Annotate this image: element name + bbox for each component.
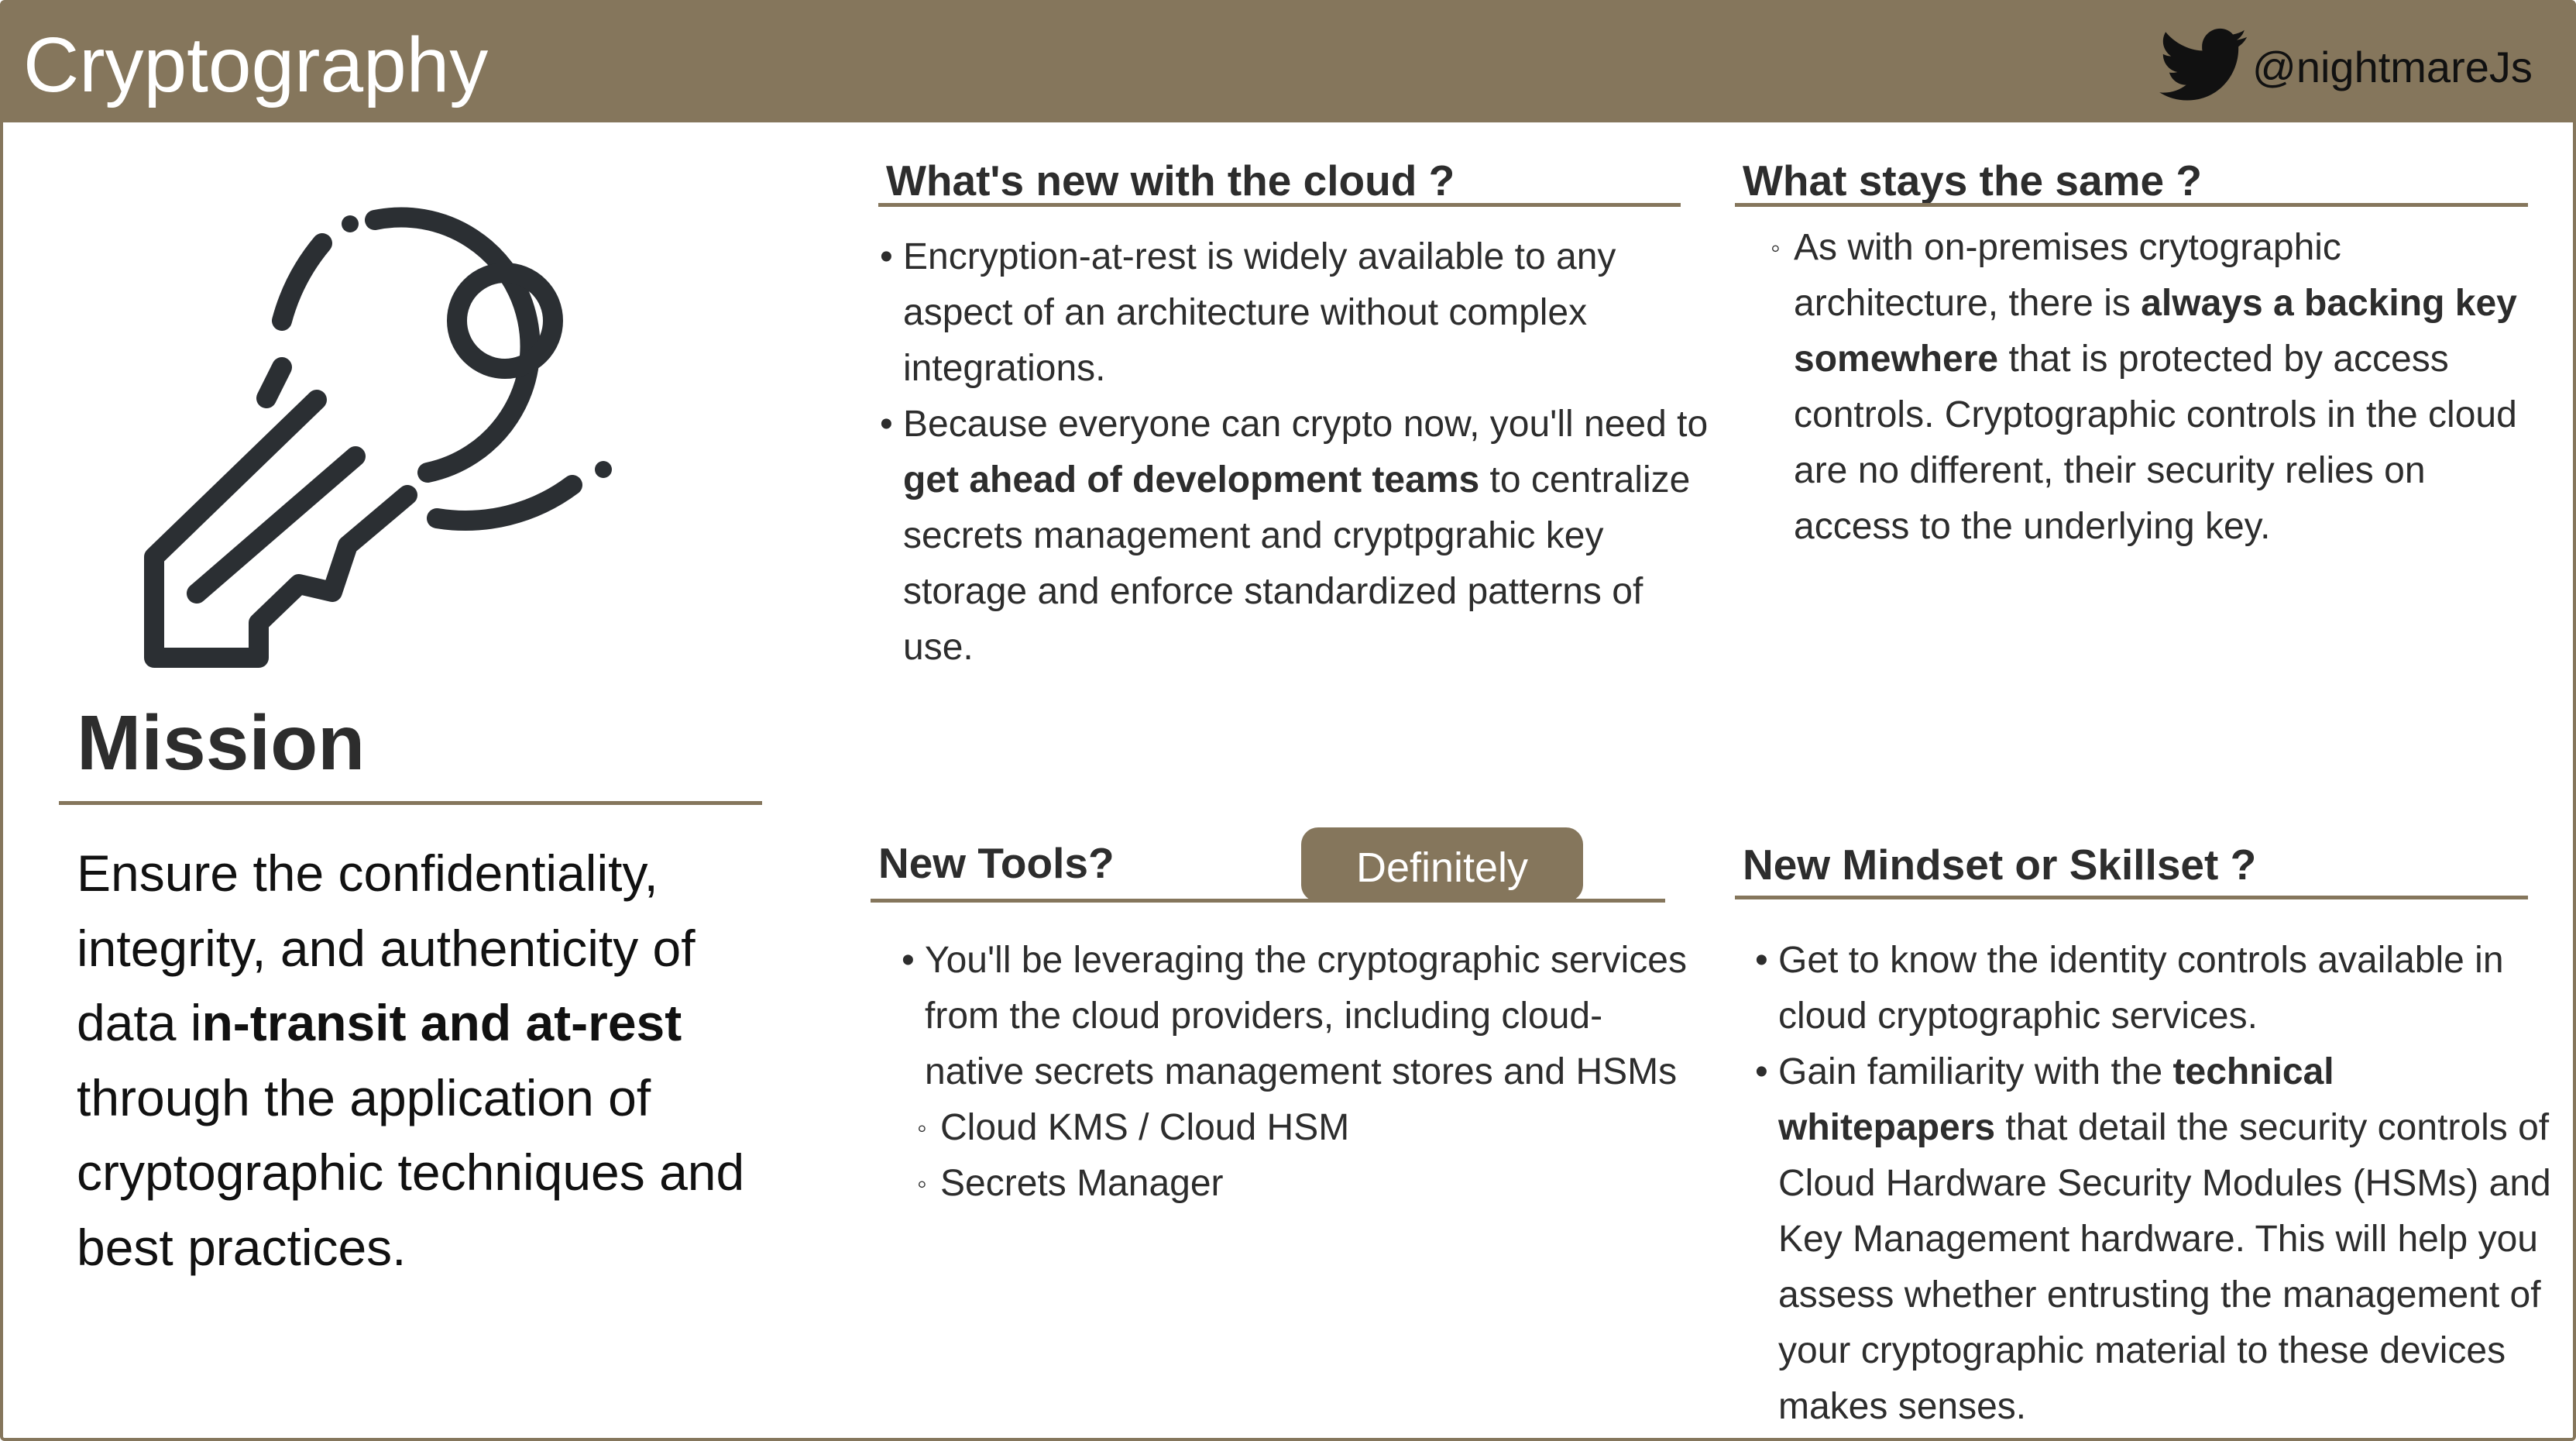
stays-same-list: As with on-premises crytographic archite…	[1771, 220, 2545, 555]
section-title-new-mindset: New Mindset or Skillset ?	[1743, 841, 2257, 889]
section-divider-stays-same	[1735, 203, 2528, 207]
mission-text-end: through the application of cryptographic…	[77, 1068, 745, 1276]
list-item-text: that is protected by access controls. Cr…	[1794, 339, 2517, 547]
list-item-bold: technical whitepapers	[1778, 1051, 2334, 1148]
list-item: You'll be leveraging the cryptographic s…	[902, 933, 1692, 1100]
mission-text-start: Ensure the confidentiality, integrity, a…	[77, 844, 696, 1051]
sub-list-item: Secrets Manager	[878, 1156, 1692, 1212]
whats-new-list: Encryption-at-rest is widely available t…	[880, 229, 1709, 676]
list-item-text: Get to know the identity controls availa…	[1778, 940, 2504, 1037]
list-item-text: Encryption-at-rest is widely available t…	[903, 236, 1616, 389]
list-item: Encryption-at-rest is widely available t…	[880, 229, 1709, 397]
mission-statement: Ensure the confidentiality, integrity, a…	[77, 836, 774, 1285]
section-title-stays-same: What stays the same ?	[1743, 156, 2202, 205]
list-item: As with on-premises crytographic archite…	[1771, 220, 2545, 555]
list-item: Get to know the identity controls availa…	[1755, 933, 2553, 1044]
mission-divider	[59, 801, 762, 805]
sub-list-item: Cloud KMS / Cloud HSM	[878, 1100, 1692, 1156]
section-title-new-tools: New Tools?	[878, 839, 1115, 887]
list-item: Gain familiarity with the technical whit…	[1755, 1044, 2553, 1435]
list-item-bold: get ahead of development teams	[903, 459, 1480, 500]
header-bar: Cryptography @nightmareJs	[3, 3, 2573, 122]
list-item-text: that detail the security controls of Clo…	[1778, 1107, 2551, 1427]
new-tools-list: You'll be leveraging the cryptographic s…	[902, 933, 1692, 1212]
section-divider-whats-new	[878, 203, 1681, 207]
sub-list-item-text: Secrets Manager	[940, 1163, 1224, 1204]
list-item-text: Gain familiarity with the	[1778, 1051, 2173, 1092]
list-item-text: As with on-premises crytographic archite…	[1794, 227, 2341, 324]
new-mindset-list: Get to know the identity controls availa…	[1755, 933, 2553, 1435]
list-item-bold: always a backing key somewhere	[1794, 283, 2517, 380]
section-title-whats-new: What's new with the cloud ?	[886, 156, 1455, 205]
section-divider-new-tools	[871, 899, 1665, 903]
list-item-text: Because everyone can crypto now, you'll …	[903, 404, 1709, 445]
twitter-bird-icon	[2159, 28, 2248, 101]
key-icon	[144, 207, 612, 668]
definitely-badge: Definitely	[1301, 827, 1583, 902]
list-item-text: You'll be leveraging the cryptographic s…	[925, 940, 1687, 1092]
twitter-handle: @nightmareJs	[2252, 43, 2533, 91]
list-item-text: to centralize secrets management and cry…	[903, 459, 1691, 668]
mission-title: Mission	[77, 700, 366, 786]
page-title: Cryptography	[23, 22, 489, 108]
list-item: Because everyone can crypto now, you'll …	[880, 397, 1709, 676]
mission-text-bold: n-transit and at-rest	[201, 994, 682, 1051]
section-divider-new-mindset	[1735, 896, 2528, 899]
sub-list-item-text: Cloud KMS / Cloud HSM	[940, 1107, 1350, 1148]
